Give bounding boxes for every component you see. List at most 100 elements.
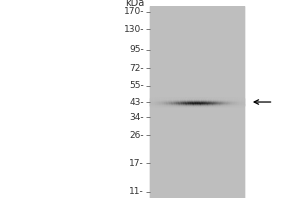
Bar bbox=[178, 100, 181, 101]
Bar bbox=[228, 102, 230, 103]
Bar bbox=[195, 101, 197, 102]
Bar bbox=[178, 104, 181, 105]
Bar bbox=[150, 6, 244, 198]
Bar bbox=[232, 99, 235, 100]
Bar bbox=[202, 102, 204, 103]
Bar bbox=[152, 105, 155, 106]
Bar bbox=[200, 104, 202, 105]
Bar bbox=[218, 99, 221, 100]
Bar bbox=[173, 103, 176, 104]
Bar bbox=[167, 105, 169, 106]
Bar bbox=[239, 102, 242, 103]
Bar bbox=[188, 101, 190, 102]
Bar bbox=[216, 100, 218, 101]
Bar bbox=[185, 100, 188, 101]
Bar bbox=[230, 101, 232, 102]
Bar bbox=[202, 103, 204, 104]
Bar bbox=[162, 104, 164, 105]
Bar bbox=[171, 98, 174, 99]
Bar bbox=[197, 100, 200, 101]
Bar bbox=[235, 102, 237, 103]
Bar bbox=[150, 105, 153, 106]
Bar bbox=[178, 103, 181, 104]
Bar bbox=[164, 100, 167, 101]
Bar bbox=[159, 103, 162, 104]
Bar bbox=[235, 100, 237, 101]
Bar bbox=[157, 99, 160, 100]
Bar bbox=[202, 104, 204, 105]
Bar bbox=[216, 104, 218, 105]
Bar bbox=[225, 104, 228, 105]
Bar bbox=[155, 104, 158, 105]
Text: 55-: 55- bbox=[129, 81, 144, 90]
Bar bbox=[214, 104, 216, 105]
Bar bbox=[183, 101, 186, 102]
Text: 43-: 43- bbox=[130, 98, 144, 107]
Bar bbox=[159, 99, 162, 100]
Bar bbox=[237, 101, 240, 102]
Bar bbox=[164, 105, 167, 106]
Bar bbox=[232, 104, 235, 105]
Bar bbox=[167, 104, 169, 105]
Bar bbox=[214, 99, 216, 100]
Bar bbox=[185, 105, 188, 106]
Bar bbox=[155, 99, 158, 100]
Bar bbox=[225, 102, 228, 103]
Bar bbox=[192, 104, 195, 105]
Bar bbox=[150, 102, 153, 103]
Bar bbox=[214, 98, 216, 99]
Bar bbox=[242, 100, 244, 101]
Bar bbox=[178, 101, 181, 102]
Bar bbox=[169, 104, 172, 105]
Bar bbox=[214, 101, 216, 102]
Bar bbox=[230, 104, 232, 105]
Text: 26-: 26- bbox=[130, 131, 144, 140]
Bar bbox=[167, 101, 169, 102]
Bar bbox=[176, 100, 178, 101]
Bar bbox=[185, 104, 188, 105]
Bar bbox=[159, 105, 162, 106]
Bar bbox=[200, 99, 202, 100]
Bar bbox=[232, 103, 235, 104]
Bar bbox=[232, 101, 235, 102]
Bar bbox=[162, 100, 164, 101]
Bar bbox=[169, 104, 172, 105]
Bar bbox=[190, 101, 193, 102]
Bar bbox=[225, 104, 228, 105]
Bar bbox=[239, 98, 242, 99]
Bar bbox=[192, 101, 195, 102]
Bar bbox=[162, 104, 164, 105]
Bar bbox=[225, 100, 228, 101]
Bar bbox=[164, 101, 167, 102]
Bar bbox=[242, 99, 244, 100]
Bar bbox=[192, 102, 195, 103]
Bar bbox=[209, 103, 211, 104]
Bar bbox=[173, 102, 176, 103]
Bar bbox=[178, 104, 181, 105]
Bar bbox=[181, 103, 183, 104]
Bar bbox=[152, 103, 155, 104]
Bar bbox=[237, 100, 240, 101]
Bar bbox=[183, 98, 186, 99]
Bar bbox=[214, 103, 216, 104]
Bar bbox=[197, 101, 200, 102]
Bar bbox=[162, 103, 164, 104]
Bar bbox=[209, 101, 211, 102]
Bar bbox=[157, 98, 160, 99]
Bar bbox=[157, 104, 160, 105]
Bar bbox=[183, 105, 186, 106]
Bar bbox=[237, 99, 240, 100]
Bar bbox=[181, 99, 183, 100]
Bar bbox=[235, 105, 237, 106]
Bar bbox=[228, 104, 230, 105]
Bar bbox=[216, 102, 218, 103]
Bar bbox=[204, 104, 207, 105]
Bar bbox=[150, 104, 153, 105]
Bar bbox=[206, 103, 209, 104]
Bar bbox=[237, 104, 240, 105]
Bar bbox=[235, 101, 237, 102]
Bar bbox=[230, 104, 232, 105]
Bar bbox=[162, 105, 164, 106]
Bar bbox=[164, 98, 167, 99]
Bar bbox=[162, 101, 164, 102]
